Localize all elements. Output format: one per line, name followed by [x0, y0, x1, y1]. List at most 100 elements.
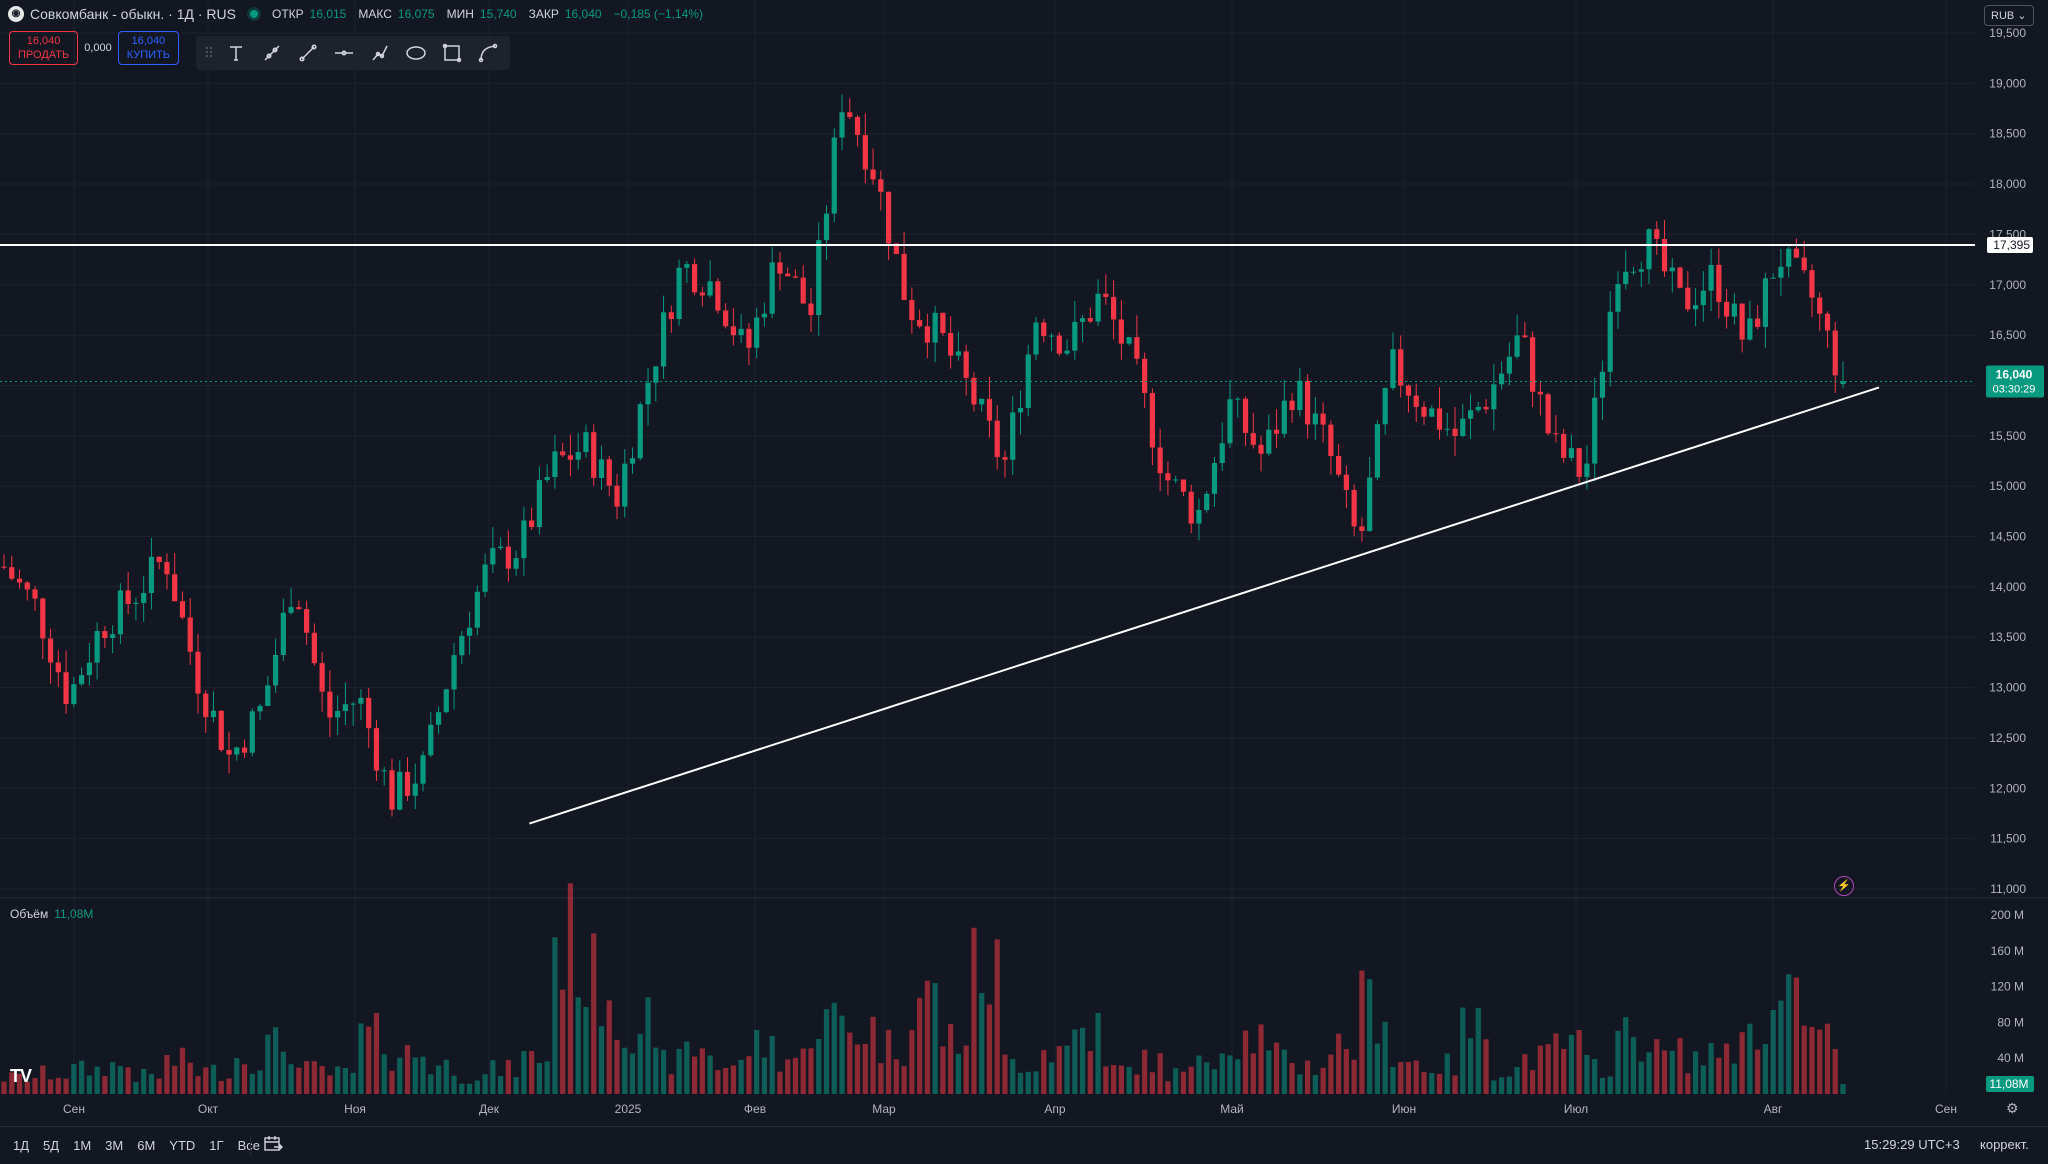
volume-bar [1211, 1069, 1218, 1094]
text-tool-icon[interactable] [220, 38, 252, 68]
volume-bar [1553, 1033, 1559, 1094]
candle-body [435, 712, 442, 725]
curve-tool-icon[interactable] [472, 38, 504, 68]
symbol-title[interactable]: Совкомбанк - обыкн. · 1Д · RUS [30, 6, 236, 22]
range-button[interactable]: YTD [169, 1138, 196, 1153]
volume-bar [1762, 1044, 1769, 1094]
volume-bar [397, 1057, 403, 1094]
volume-bar [125, 1067, 131, 1094]
buy-button[interactable]: 16,040 КУПИТЬ [117, 31, 179, 65]
candle-body [940, 312, 946, 333]
range-button[interactable]: Все [237, 1138, 260, 1153]
candle-body [1017, 407, 1024, 413]
candle-body [1180, 479, 1187, 492]
drag-handle-icon[interactable]: ⠿ [203, 44, 215, 61]
lightning-icon[interactable]: ⚡ [1834, 876, 1854, 896]
candle-body [1405, 385, 1412, 396]
candle-body [1739, 303, 1745, 340]
candle-body [1242, 398, 1249, 434]
candlesticks [1, 94, 1846, 817]
buy-price: 16,040 [131, 35, 166, 47]
currency-select[interactable]: RUB ⌄ [1984, 5, 2034, 26]
candle-body [878, 179, 884, 192]
volume-bar [1048, 1062, 1055, 1094]
market-open-icon [249, 10, 258, 18]
candle-body [622, 463, 628, 507]
candle-body [567, 455, 574, 460]
candle-body [544, 477, 550, 481]
volume-bar [1506, 1076, 1512, 1094]
range-button[interactable]: 3М [105, 1138, 124, 1153]
range-button[interactable]: 1Д [13, 1138, 30, 1153]
tradingview-logo-icon[interactable]: TV [10, 1066, 32, 1086]
candle-body [1436, 408, 1443, 430]
candle-body [86, 662, 92, 676]
volume-pane-title: Объём 11,08M [10, 907, 93, 921]
volume-bar [451, 1075, 457, 1094]
volume-bar [1118, 1065, 1124, 1094]
candle-body [404, 771, 411, 796]
range-button[interactable]: 1Г [209, 1138, 224, 1153]
candle-body [893, 243, 899, 254]
rectangle-tool-icon[interactable] [436, 38, 468, 68]
horizontal-ray-tool-icon[interactable] [328, 38, 360, 68]
go-to-date-icon[interactable] [262, 1134, 284, 1154]
volume-bar [591, 933, 597, 1094]
adjust-button[interactable]: коррект. [1980, 1137, 2029, 1152]
drawing-toolbar: ⠿ [196, 36, 510, 70]
close-label: ЗАКР [528, 7, 559, 21]
candle-body [63, 672, 69, 705]
volume-bar [32, 1078, 38, 1094]
volume-bar [1390, 1066, 1396, 1094]
close-value: 16,040 [564, 7, 602, 21]
candle-body [1056, 335, 1062, 354]
range-button[interactable]: 6М [137, 1138, 156, 1153]
time-axis-label: Июн [1392, 1102, 1416, 1116]
candle-body [1638, 269, 1644, 272]
volume-bar [1336, 1033, 1342, 1094]
candle-body [792, 276, 799, 278]
candle-body [668, 312, 674, 320]
candle-body [389, 770, 395, 810]
volume-bar [148, 1074, 155, 1094]
candle-body [529, 520, 535, 528]
volume-bar [1320, 1067, 1326, 1094]
volume-bar [986, 1004, 993, 1094]
candle-body [1661, 238, 1668, 272]
range-button[interactable]: 1М [73, 1138, 92, 1153]
volume-bar [1002, 1054, 1008, 1094]
buy-label: КУПИТЬ [126, 49, 170, 61]
ellipse-tool-icon[interactable] [400, 38, 432, 68]
price-tick-label: 14,500 [1989, 530, 2026, 544]
candle-body [1615, 284, 1621, 312]
trend-line-tool-icon[interactable] [256, 38, 288, 68]
volume-bar [296, 1067, 302, 1094]
sell-button[interactable]: 16,040 ПРОДАТЬ [9, 31, 79, 65]
volume-bar [164, 1054, 170, 1094]
price-tick-label: 16,500 [1989, 328, 2026, 342]
candle-body [226, 750, 232, 755]
volume-bar [1793, 977, 1800, 1094]
settings-gear-icon[interactable]: ⚙ [2006, 1100, 2019, 1116]
candle-body [1685, 287, 1691, 310]
candle-body [459, 635, 465, 656]
candle-body [319, 663, 325, 692]
range-button[interactable]: 5Д [43, 1138, 60, 1153]
volume-bar [94, 1066, 100, 1094]
open-label: ОТКР [271, 7, 304, 21]
volume-bar [1522, 1054, 1528, 1094]
volume-bar [1708, 1043, 1714, 1094]
candle-body [1824, 313, 1831, 331]
candle-body [598, 459, 605, 479]
candle-body [280, 612, 286, 655]
price-tick-label: 19,000 [1989, 76, 2026, 90]
volume-bar [1475, 1008, 1481, 1094]
candle-body [1568, 448, 1575, 458]
path-tool-icon[interactable] [364, 38, 396, 68]
candle-body [1599, 371, 1606, 398]
volume-bar [1173, 1068, 1179, 1094]
candle-body [1211, 463, 1218, 494]
clock[interactable]: 15:29:29 UTC+3 [1864, 1137, 1960, 1152]
line-tool-icon[interactable] [292, 38, 324, 68]
